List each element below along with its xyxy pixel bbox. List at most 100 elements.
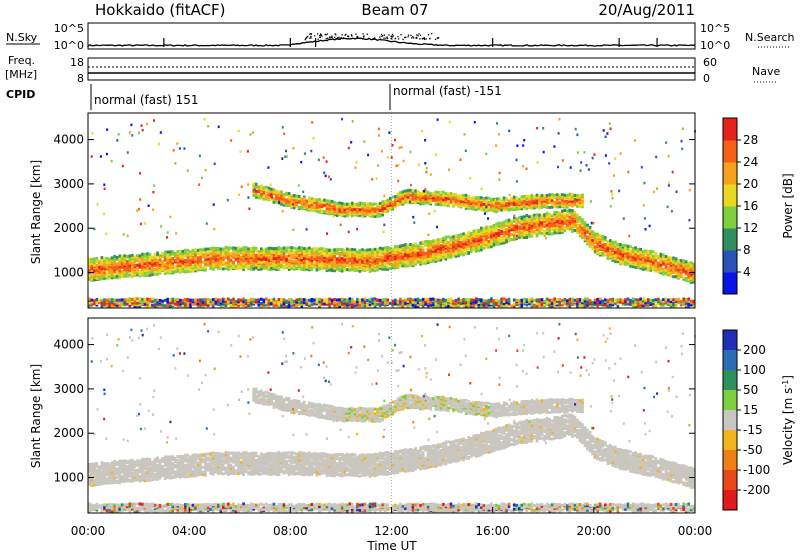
power-cell [343,258,346,262]
power-cell [533,222,536,226]
power-cell [232,303,235,307]
power-cell [340,202,344,205]
power-cell [480,242,483,246]
power-cell [270,266,273,270]
power-cell [290,202,293,206]
power-cell [528,234,531,237]
power-cell [558,193,561,197]
power-cell [338,254,341,258]
power-cell [300,205,304,209]
power-cell [249,251,253,255]
power-cell [308,298,311,302]
power-cell [252,266,255,270]
power-cell [146,304,149,308]
power-cell [148,261,152,265]
power-cell [619,250,622,253]
power-cell [290,194,293,198]
noise-search-dot [326,33,329,35]
power-cell [363,260,367,264]
power-cell [141,254,144,258]
power-cell [490,227,493,231]
power-cell [232,302,235,305]
power-cell [333,202,336,206]
power-cell [303,302,306,306]
power-cell [295,247,298,251]
power-cell [181,255,185,259]
power-cell [497,204,501,208]
power-cell [176,268,180,272]
power-cell [523,196,526,200]
power-cell [545,193,549,197]
power-cell [550,205,554,209]
power-cell [555,197,559,201]
power-cell [566,222,569,226]
power-cell [507,297,511,301]
power-cell [214,252,218,256]
power-cell [196,304,200,308]
power-cell [626,244,630,248]
power-cell [480,198,483,202]
power-cell [609,304,612,308]
power-cell [571,209,574,213]
power-cell [454,234,458,238]
power-cell [110,256,114,260]
power-cell [242,297,245,301]
power-cell [426,255,430,258]
noise-search-dot [340,37,342,39]
power-cell [242,248,245,252]
power-cell [606,257,610,260]
power-cell [520,215,524,219]
power-cell [191,303,195,306]
power-cell [475,302,478,306]
power-cell [300,250,304,254]
power-cell [629,298,632,302]
power-cell [300,267,304,271]
power-cell [308,204,311,208]
power-cell [346,255,349,259]
power-cell [424,200,427,204]
power-cell [492,226,496,230]
power-cell [237,303,240,307]
power-cell [411,251,415,255]
power-cell [297,303,301,307]
power-cell [217,255,220,259]
power-cell [351,297,354,301]
power-cell [507,303,511,307]
power-cell [280,247,283,251]
power-cell [333,248,336,252]
power-cell [459,302,463,306]
noise-search-dot [397,38,400,40]
power-cell [328,264,331,268]
power-cell [290,299,293,303]
power-cell [356,300,359,304]
power-cell [353,203,357,207]
power-cell [449,237,453,241]
power-cell [442,236,445,240]
power-cell [297,255,301,259]
power-cell [351,251,354,255]
power-cell [138,254,142,258]
power-cell [356,250,359,254]
power-cell [439,201,443,205]
power-cell [189,300,192,304]
power-cell [381,302,384,306]
power-cell [325,251,329,254]
power-cell [555,219,559,222]
power-cell [454,298,458,302]
power-cell [523,235,526,239]
power-cell [543,303,546,307]
power-cell [576,305,579,308]
power-cell [525,228,529,232]
power-cell [310,299,314,303]
power-cell [497,221,501,225]
power-cell [404,189,407,193]
power-cell [505,239,508,242]
power-cell [485,201,488,205]
noise-search-dot [306,36,308,38]
power-cell [108,297,111,301]
power-cell [480,304,483,308]
power-cell [611,297,615,301]
power-cell [305,301,309,305]
power-cell [553,222,556,226]
power-cell [439,194,443,198]
